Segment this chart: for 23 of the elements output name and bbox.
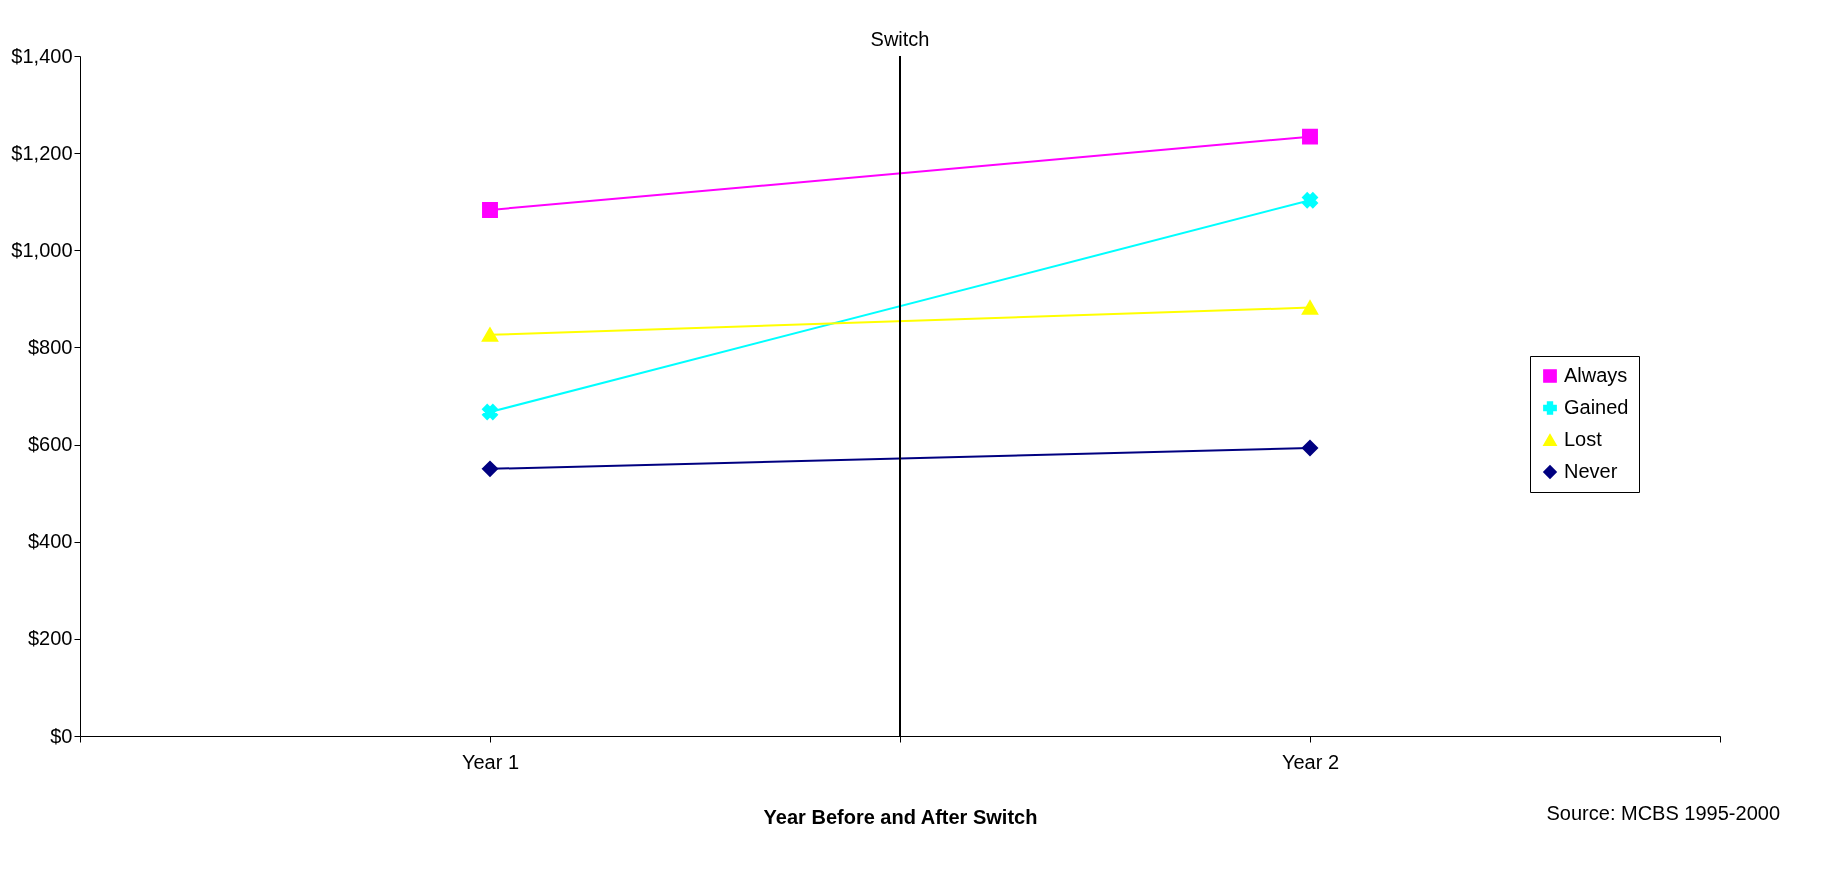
y-tick-label: $400 — [28, 530, 73, 553]
y-tick-label: $600 — [28, 433, 73, 456]
x-tick-label: Year 1 — [461, 750, 520, 773]
y-tick-label: $1,200 — [11, 141, 73, 164]
y-tick-label: $1,000 — [11, 238, 73, 261]
y-tick-label: $1,400 — [11, 44, 73, 67]
y-tick-label: $800 — [28, 335, 73, 358]
y-tick-label: $200 — [28, 627, 73, 650]
point — [482, 202, 498, 218]
point — [1302, 440, 1318, 456]
legend-label: Gained — [1564, 396, 1629, 418]
point — [482, 460, 498, 477]
x-axis-title: Year Before and After Switch — [763, 805, 1038, 828]
legend-label: Never — [1564, 460, 1618, 482]
chart-title: Switch — [870, 28, 930, 50]
x-tick-label: Year 2 — [1281, 750, 1340, 773]
point — [1302, 192, 1318, 209]
point — [482, 404, 498, 420]
point — [1302, 128, 1318, 145]
source-note: Source: MCBS 1995-2000 — [1546, 802, 1780, 824]
legend-label: Always — [1564, 364, 1628, 386]
y-tick-label: $0 — [50, 724, 73, 747]
legend-label: Lost — [1564, 428, 1603, 450]
